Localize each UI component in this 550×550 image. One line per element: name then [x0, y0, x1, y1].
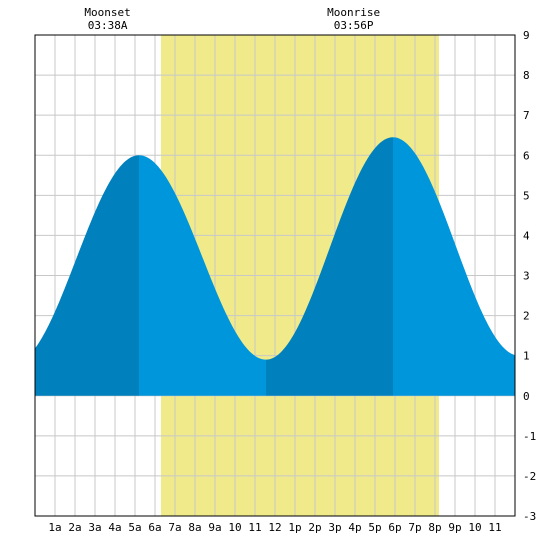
tide-area-layer: [35, 137, 515, 396]
x-tick-label: 5p: [368, 521, 381, 534]
y-tick-label: 5: [523, 189, 530, 202]
y-tick-labels: -3 -2 -1 0 1 2 3 4 5 6 7 8 9: [523, 29, 536, 523]
y-tick-label: 8: [523, 69, 530, 82]
y-tick-label: 2: [523, 310, 530, 323]
x-tick-label: 3p: [328, 521, 341, 534]
x-tick-label: 1a: [48, 521, 61, 534]
y-tick-label: 3: [523, 270, 530, 283]
y-tick-label: 6: [523, 149, 530, 162]
x-tick-label: 7a: [168, 521, 181, 534]
x-tick-label: 2a: [68, 521, 81, 534]
x-tick-label: 4p: [348, 521, 361, 534]
x-tick-label: 8a: [188, 521, 201, 534]
x-tick-label: 6p: [388, 521, 401, 534]
plot-frame: [34, 34, 516, 517]
x-tick-label: 11: [488, 521, 501, 534]
x-tick-label: 6a: [148, 521, 161, 534]
y-tick-label: -2: [523, 470, 536, 483]
tide-segment-rising: [266, 137, 393, 396]
x-tick-label: 7p: [408, 521, 421, 534]
x-tick-label: 10: [228, 521, 241, 534]
x-tick-label: 11: [248, 521, 261, 534]
x-tick-label: 2p: [308, 521, 321, 534]
y-tick-label: 7: [523, 109, 530, 122]
x-tick-label: 4a: [108, 521, 121, 534]
x-tick-label: 12: [268, 521, 281, 534]
moon-event-label: Moonrise: [327, 6, 380, 19]
y-tick-label: 0: [523, 390, 530, 403]
x-tick-label: 5a: [128, 521, 141, 534]
x-tick-label: 3a: [88, 521, 101, 534]
moon-event-time: 03:38A: [88, 19, 128, 32]
y-tick-label: 9: [523, 29, 530, 42]
moon-event-label: Moonset: [84, 6, 130, 19]
tide-segment-rising: [35, 155, 139, 396]
y-tick-label: 4: [523, 229, 530, 242]
x-tick-label: 9p: [448, 521, 461, 534]
x-tick-labels: 1a 2a 3a 4a 5a 6a 7a 8a 9a 10 11 12 1p 2p 3p 4p 5p 6p 7p 8p…: [48, 521, 501, 534]
moon-event-time: 03:56P: [334, 19, 374, 32]
x-tick-label: 8p: [428, 521, 441, 534]
x-tick-label: 10: [468, 521, 481, 534]
tide-segment-falling: [139, 155, 266, 396]
y-tick-label: 1: [523, 350, 530, 363]
tide-segment-falling: [393, 137, 515, 396]
y-tick-label: -3: [523, 510, 536, 523]
y-tick-label: -1: [523, 430, 536, 443]
x-tick-label: 1p: [288, 521, 301, 534]
x-tick-label: 9a: [208, 521, 221, 534]
